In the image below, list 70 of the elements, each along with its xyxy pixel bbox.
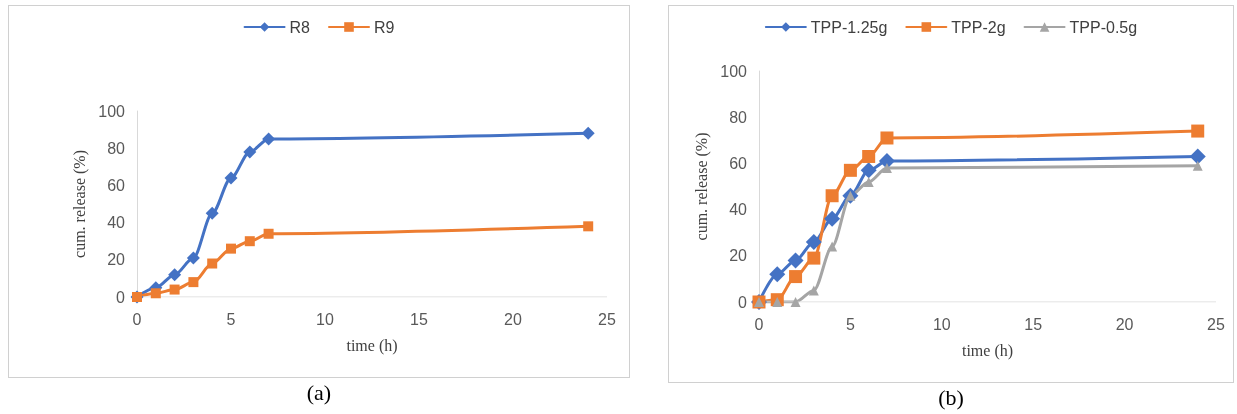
x-axis-title: time (h)	[346, 336, 398, 355]
point	[581, 126, 595, 140]
y-tick-label: 20	[729, 247, 748, 265]
y-tick-label: 0	[738, 293, 748, 311]
point	[789, 270, 803, 284]
point	[790, 297, 801, 307]
point	[1192, 160, 1203, 171]
point	[825, 189, 839, 203]
point	[772, 297, 783, 307]
x-tick-label: 10	[932, 315, 951, 333]
point	[805, 233, 822, 250]
x-tick-label: 10	[316, 310, 334, 328]
x-tick-label: 5	[845, 315, 855, 333]
point	[881, 163, 892, 174]
x-tick-label: 15	[410, 310, 428, 328]
x-tick-label: 20	[1115, 315, 1134, 333]
legend-label: TPP-1.25g	[810, 18, 888, 36]
legend-label: TPP-2g	[951, 18, 1006, 36]
point	[205, 206, 219, 220]
y-tick-label: 60	[107, 176, 126, 194]
y-tick-label: 80	[107, 139, 126, 157]
point	[862, 149, 876, 163]
point	[583, 221, 594, 232]
y-axis-title: cum. release (%)	[70, 150, 89, 258]
point	[1191, 124, 1205, 138]
y-tick-label: 0	[116, 288, 126, 306]
point	[787, 252, 804, 269]
y-tick-label: 40	[729, 201, 748, 219]
point	[186, 251, 200, 265]
x-tick-label: 15	[1024, 315, 1043, 333]
point	[807, 251, 821, 265]
point	[843, 163, 857, 177]
x-tick-label: 20	[504, 310, 522, 328]
point	[207, 258, 218, 269]
y-axis-title: cum. release (%)	[692, 132, 711, 241]
x-axis-title: time (h)	[961, 341, 1014, 360]
x-tick-label: 5	[226, 310, 236, 328]
legend-label: R8	[289, 18, 311, 36]
point	[262, 132, 276, 146]
y-tick-label: 80	[729, 108, 748, 126]
point	[769, 266, 786, 283]
point	[244, 236, 255, 247]
text: (b)	[937, 385, 965, 411]
x-tick-label: 0	[754, 315, 764, 333]
point	[243, 145, 257, 159]
point	[863, 176, 874, 187]
y-tick-label: 60	[729, 154, 748, 172]
point	[150, 288, 161, 299]
y-tick-label: 100	[720, 62, 748, 80]
point	[263, 228, 274, 239]
y-tick-label: 100	[98, 102, 126, 120]
y-tick-label: 40	[107, 214, 126, 232]
point	[188, 277, 199, 288]
text: (a)	[305, 380, 333, 406]
point	[169, 284, 180, 295]
point	[226, 243, 236, 254]
point	[168, 268, 182, 282]
point	[880, 131, 894, 145]
point	[860, 162, 877, 179]
point	[808, 285, 819, 296]
legend-label: R9	[374, 18, 395, 36]
point	[224, 171, 238, 185]
point	[827, 241, 838, 252]
x-tick-label: 25	[598, 310, 616, 328]
legend-label: TPP-0.5g	[1069, 18, 1138, 36]
x-tick-label: 0	[132, 310, 142, 328]
y-tick-label: 20	[107, 251, 126, 269]
x-tick-label: 25	[1207, 315, 1225, 333]
point	[824, 210, 841, 227]
point	[1189, 148, 1206, 165]
